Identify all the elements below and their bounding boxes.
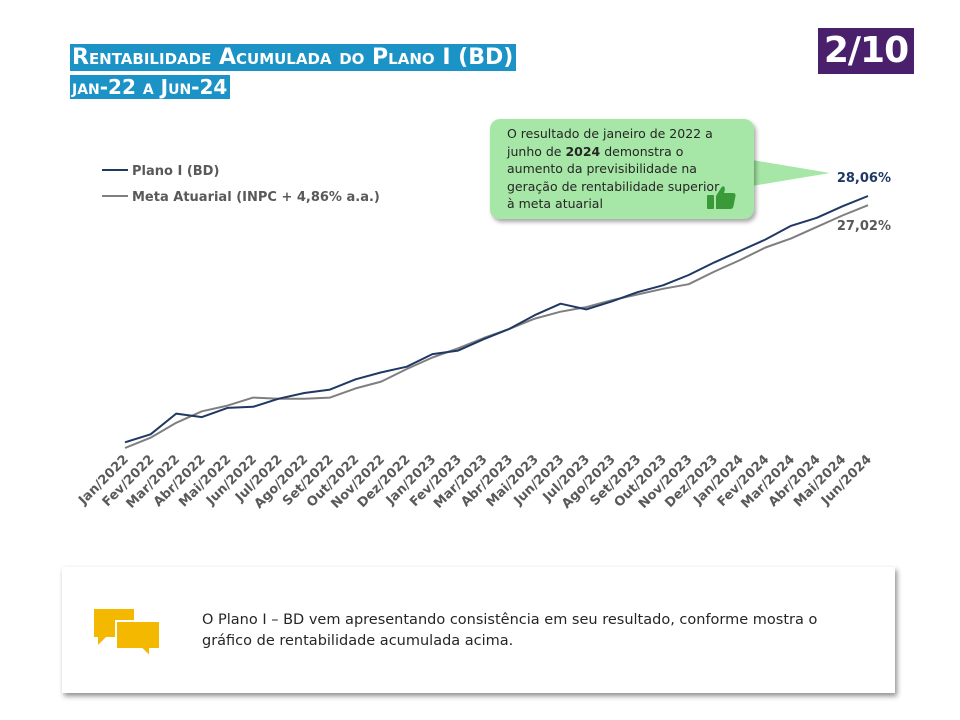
callout-pointer — [752, 160, 830, 186]
note-text: O Plano I – BD vem apresentando consistê… — [202, 612, 818, 649]
end-label-plano: 28,06% — [837, 171, 891, 186]
callout-text-end: demonstra o aumento da previsibilidade n… — [507, 143, 720, 212]
callout-text-bold: 2024 — [565, 143, 601, 159]
chart-legend: Plano I (BD) Meta Atuarial (INPC + 4,86%… — [102, 164, 380, 205]
end-label-meta: 27,02% — [837, 219, 891, 234]
callout-text: O resultado de janeiro de 2022 a junho d… — [507, 125, 729, 213]
series-lines — [124, 195, 869, 449]
series-line-meta — [124, 204, 869, 449]
chat-bubbles-icon — [94, 609, 161, 657]
note-box: O Plano I – BD vem apresentando consistê… — [62, 567, 895, 693]
x-axis-tick-labels: Jan/2022Fev/2022Mar/2022Abr/2022Mai/2022… — [75, 452, 874, 512]
page-counter: 2/10 — [818, 28, 914, 74]
legend-label-meta: Meta Atuarial (INPC + 4,86% a.a.) — [132, 190, 380, 205]
callout-text-start: O resultado de janeiro de 2022 a junho d… — [507, 126, 713, 159]
thumbs-up-icon — [707, 186, 736, 209]
callout-box: O resultado de janeiro de 2022 a junho d… — [490, 119, 754, 219]
legend-label-plano: Plano I (BD) — [132, 164, 219, 179]
line-chart: Plano I (BD) Meta Atuarial (INPC + 4,86%… — [75, 164, 891, 512]
page-title: Rentabilidade Acumulada do Plano I (BD) — [70, 44, 517, 71]
series-line-plano — [124, 195, 869, 444]
page-subtitle: jan-22 a Jun-24 — [70, 75, 231, 99]
